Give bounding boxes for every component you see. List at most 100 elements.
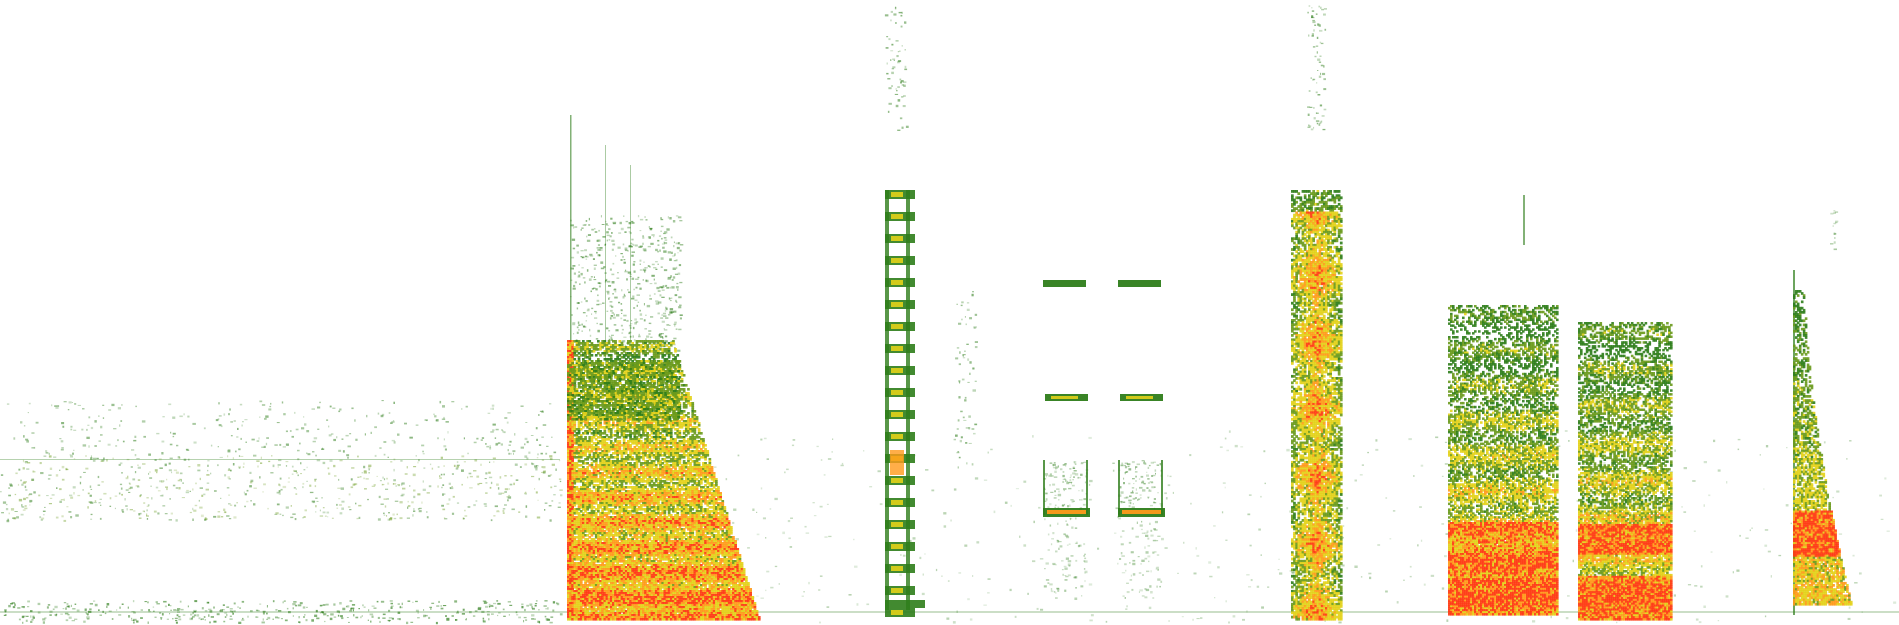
burst-speckle: [655, 268, 658, 270]
burst-speckle: [588, 278, 592, 281]
noise-speckle: [223, 508, 226, 511]
noise-speckle: [439, 475, 441, 477]
burst-cell: [650, 344, 654, 347]
burst-speckle: [582, 256, 585, 259]
burst-cell: [663, 430, 667, 433]
burst-cell: [590, 462, 594, 465]
noise-speckle: [192, 518, 194, 521]
burst-cell: [594, 448, 598, 451]
noise-speckle: [397, 611, 401, 614]
noise-speckle: [315, 497, 318, 499]
burst-cell: [603, 432, 607, 435]
burst-cell: [639, 452, 643, 455]
noise-speckle: [1302, 575, 1305, 578]
noise-speckle: [525, 505, 528, 508]
burst-cell: [644, 340, 647, 343]
burst-cell: [594, 454, 598, 457]
burst-cell: [569, 380, 572, 383]
noise-speckle: [204, 517, 207, 519]
noise-speckle: [270, 402, 272, 405]
burst-cell: [637, 384, 641, 387]
burst-cell: [667, 460, 671, 463]
noise-speckle: [285, 506, 289, 509]
noise-speckle: [120, 420, 123, 422]
noise-speckle: [297, 604, 302, 607]
burst-cell: [614, 450, 617, 453]
noise-speckle: [387, 456, 389, 458]
burst-cell: [607, 416, 611, 419]
burst-cell: [569, 430, 572, 433]
burst-cell: [659, 454, 662, 457]
noise-speckle: [118, 492, 121, 495]
burst-cell: [657, 456, 660, 459]
noise-speckle: [227, 449, 231, 451]
burst-cell: [633, 398, 637, 401]
noise-speckle: [246, 489, 249, 492]
burst-cell: [665, 464, 669, 467]
noise-speckle: [59, 469, 61, 471]
noise-speckle: [261, 404, 266, 406]
noise-speckle: [99, 614, 102, 616]
burst-cell: [642, 442, 645, 445]
noise-speckle: [451, 473, 454, 475]
noise-speckle: [1246, 574, 1250, 576]
burst-cell: [667, 352, 671, 355]
burst-cell: [644, 428, 647, 431]
burst-cell: [575, 378, 579, 381]
burst-speckle: [646, 304, 651, 308]
burst-cell: [639, 374, 643, 377]
noise-speckle: [82, 489, 84, 491]
burst-cell: [624, 412, 628, 415]
noise-speckle: [436, 605, 440, 607]
noise-speckle: [355, 438, 358, 441]
noise-speckle: [71, 620, 75, 622]
noise-speckle: [406, 621, 409, 625]
burst-cell: [682, 420, 686, 423]
noise-speckle: [229, 408, 231, 411]
burst-cell: [599, 422, 602, 425]
burst-speckle: [633, 339, 636, 342]
burst-cell: [672, 424, 675, 427]
burst-cell: [657, 428, 660, 431]
burst-cell: [594, 468, 598, 471]
burst-cell: [624, 394, 628, 397]
noise-speckle: [85, 455, 87, 457]
noise-speckle: [1736, 569, 1740, 572]
burst-cell: [571, 402, 574, 405]
burst-cell: [680, 436, 684, 439]
noise-speckle: [107, 443, 111, 446]
burst-cell: [665, 428, 669, 431]
burst-cell: [665, 450, 669, 453]
burst-cell: [601, 344, 604, 347]
noise-speckle: [371, 485, 376, 487]
burst-cell: [702, 444, 705, 447]
burst-cell: [573, 422, 577, 425]
noise-speckle: [200, 618, 202, 621]
noise-speckle: [294, 518, 297, 521]
burst-speckle: [594, 317, 598, 319]
noise-speckle: [1221, 511, 1224, 514]
burst-cell: [616, 442, 619, 445]
noise-speckle: [216, 613, 220, 616]
noise-speckle: [488, 471, 491, 474]
burst-cell: [678, 460, 682, 463]
burst-cell: [635, 442, 639, 445]
burst-speckle: [582, 224, 586, 226]
burst-cell: [584, 432, 587, 435]
noise-speckle: [489, 461, 491, 463]
burst-speckle: [658, 346, 663, 348]
burst-cell: [693, 430, 697, 433]
burst-cell: [571, 396, 574, 399]
noise-speckle: [285, 443, 288, 446]
burst-speckle: [581, 256, 583, 259]
burst-cell: [579, 348, 583, 351]
noise-speckle: [39, 462, 42, 465]
burst-cell: [667, 346, 671, 349]
burst-cell: [571, 442, 574, 445]
burst-cell: [607, 430, 611, 433]
noise-speckle: [203, 616, 206, 618]
burst-cell: [704, 464, 707, 467]
burst-cell: [631, 364, 634, 367]
noise-speckle: [156, 603, 160, 605]
burst-cell: [657, 420, 660, 423]
